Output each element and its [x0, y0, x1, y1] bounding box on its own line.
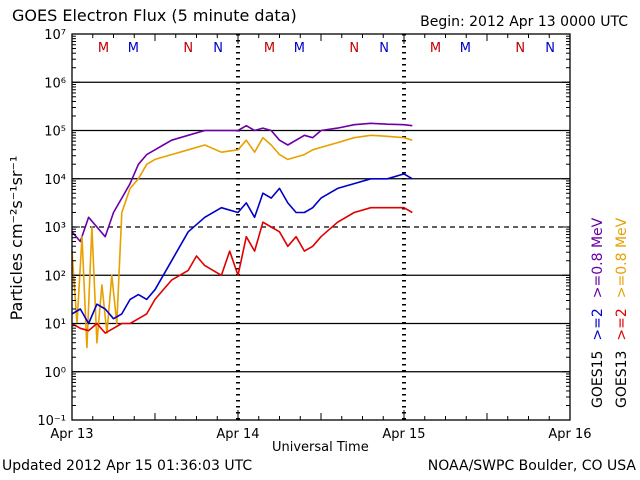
legend-entry: >=0.8 MeV — [614, 217, 630, 298]
y-axis-label: Particles cm⁻²s⁻¹sr⁻¹ — [7, 156, 26, 321]
mn-marker: M — [430, 41, 441, 56]
series-layer — [71, 122, 413, 349]
mn-marker: N — [379, 41, 389, 56]
mn-marker: N — [349, 41, 359, 56]
y-tick-label: 10¹ — [44, 318, 66, 333]
legend-entry: >=0.8 MeV — [590, 217, 606, 298]
source-label: NOAA/SWPC Boulder, CO USA — [427, 458, 636, 474]
series-line-2 — [71, 173, 413, 325]
mn-marker: M — [98, 41, 109, 56]
y-tick-label: 10³ — [44, 221, 66, 236]
x-tick-label: Apr 14 — [216, 427, 259, 442]
legend-entry: GOES15 — [590, 351, 606, 408]
mn-marker: N — [213, 41, 223, 56]
legend-entry: >=2 — [590, 308, 606, 340]
grid-layer — [72, 34, 570, 420]
chart-title: GOES Electron Flux (5 minute data) — [12, 6, 297, 25]
mn-marker: M — [264, 41, 275, 56]
updated-timestamp: Updated 2012 Apr 15 01:36:03 UTC — [2, 458, 253, 474]
mn-marker: M — [294, 41, 305, 56]
x-tick-labels: Apr 13 Apr 14 Apr 15 Apr 16 — [50, 427, 591, 442]
series-line-3 — [71, 206, 413, 334]
y-tick-label: 10⁻¹ — [37, 414, 66, 429]
mn-marker: N — [545, 41, 555, 56]
mn-marker: M — [460, 41, 471, 56]
y-tick-labels: 10⁻¹ 10⁰ 10¹ 10² 10³ 10⁴ 10⁵ 10⁶ 10⁷ — [37, 28, 66, 429]
y-tick-label: 10² — [44, 269, 66, 284]
mn-marker: N — [183, 41, 193, 56]
y-tick-label: 10⁰ — [44, 366, 66, 381]
y-tick-label: 10⁶ — [44, 76, 66, 91]
legend-column-0: GOES15 >=2 >=0.8 MeV — [590, 217, 606, 408]
series-line-0 — [71, 122, 413, 243]
series-line-1 — [71, 134, 413, 349]
y-tick-label: 10⁴ — [44, 173, 66, 188]
mn-marker: N — [515, 41, 525, 56]
mn-marker: M — [128, 41, 139, 56]
frame-layer — [71, 33, 571, 421]
x-tick-label: Apr 13 — [50, 427, 93, 442]
x-tick-label: Apr 16 — [548, 427, 591, 442]
right-legend: GOES15 >=2 >=0.8 MeV GOES13 >=2 >=0.8 MeV — [590, 217, 630, 408]
begin-time-label: Begin: 2012 Apr 13 0000 UTC — [420, 14, 628, 30]
x-axis-label: Universal Time — [272, 440, 369, 455]
y-tick-label: 10⁷ — [44, 28, 66, 43]
legend-entry: >=2 — [614, 308, 630, 340]
legend-column-1: GOES13 >=2 >=0.8 MeV — [614, 217, 630, 408]
x-tick-label: Apr 15 — [382, 427, 425, 442]
legend-entry: GOES13 — [614, 351, 630, 408]
y-tick-label: 10⁵ — [44, 125, 66, 140]
